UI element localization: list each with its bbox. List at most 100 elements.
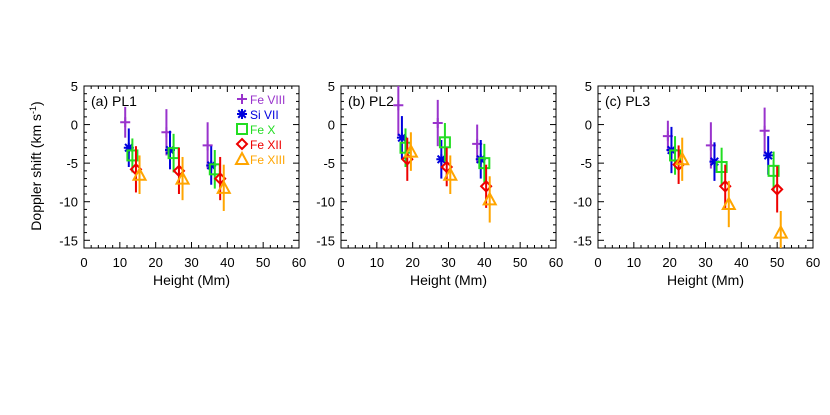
triangle-marker [442,166,458,181]
legend-item: Fe XIII [234,150,285,167]
data-point [482,191,498,206]
y-tick-label: -10 [59,195,78,210]
asterisk-marker [709,156,720,167]
data-point [120,117,131,128]
x-tick-label: 30 [698,255,712,270]
y-tick-label: 5 [328,79,335,94]
x-tick-label: 10 [113,255,127,270]
legend-label: Fe XIII [250,153,285,167]
data-point [475,154,486,165]
x-axis-label: Height (Mm) [153,272,230,288]
data-point [165,145,175,156]
y-axis-label-close: ) [28,101,44,106]
y-tick-label: -10 [316,195,335,210]
data-point [674,151,690,166]
data-point [715,161,728,173]
x-tick-label: 0 [337,255,344,270]
triangle-marker [174,170,191,185]
data-point [123,142,134,153]
data-point [174,170,191,185]
triangle-marker [216,179,232,194]
data-point [131,166,148,181]
legend-label: Si VII [250,108,279,122]
y-tick-label: -5 [66,156,78,171]
series-fe-viii [120,106,213,169]
legend-item: Fe XII [235,137,282,152]
y-tick-label: 0 [71,118,78,133]
triangle-marker [721,195,737,211]
legend-label: Fe X [250,123,275,137]
square-marker [715,161,728,173]
plot-frame [340,85,557,249]
square-marker [438,136,451,149]
x-tick-label: 20 [405,255,419,270]
y-tick-label: -15 [59,233,78,248]
data-point [721,195,737,211]
x-tick-label: 60 [806,255,820,270]
y-axis-label: Doppler shift (km s-1) [28,101,44,230]
data-point [767,164,780,177]
data-point [396,132,407,143]
legend-label: Fe XII [250,138,282,152]
square-marker [478,157,491,170]
asterisk-marker [763,150,774,161]
y-axis-label-superscript: -1 [28,106,38,114]
asterisk-marker [237,109,247,119]
x-tick-label: 50 [256,255,270,270]
y-tick-label: -5 [580,156,592,171]
panel-label: (b) PL2 [348,93,394,109]
data-point [759,125,770,136]
x-tick-label: 20 [662,255,676,270]
asterisk-marker [123,142,134,153]
triangle-marker [482,191,498,206]
x-tick-label: 10 [627,255,641,270]
data-point [438,136,451,149]
y-tick-label: 0 [328,118,335,133]
x-tick-label: 50 [513,255,527,270]
legend-item: Fe VIII [237,93,285,107]
x-tick-label: 30 [441,255,455,270]
x-tick-label: 20 [148,255,162,270]
x-tick-label: 10 [370,255,384,270]
y-tick-label: 0 [585,118,592,133]
y-tick-label: 5 [585,79,592,94]
triangle-marker [403,143,419,158]
plus-marker [237,94,247,104]
series-fe-xiii [674,137,789,248]
data-point [393,100,404,111]
triangle-marker [674,151,690,166]
square-marker [236,123,248,135]
plus-marker [393,100,404,111]
data-point [403,143,419,158]
x-tick-label: 40 [220,255,234,270]
x-tick-label: 0 [80,255,87,270]
asterisk-marker [165,145,175,156]
square-marker [126,149,139,162]
asterisk-marker [436,154,447,165]
x-tick-label: 50 [770,255,784,270]
asterisk-marker [396,132,407,143]
square-marker [767,164,780,177]
data-point [206,160,217,171]
data-point [763,150,774,161]
data-point [436,154,447,165]
data-point [202,140,213,151]
y-tick-label: -10 [573,195,592,210]
y-axis-label-main: Doppler shift (km s [28,114,44,231]
x-tick-label: 60 [549,255,563,270]
x-tick-label: 30 [184,255,198,270]
panel-label: (a) PL1 [91,93,137,109]
series-fe-xiii [131,155,232,211]
diamond-marker [770,182,784,196]
plus-marker [432,118,443,129]
data-point [478,157,491,170]
legend-label: Fe VIII [250,93,285,107]
x-axis-label: Height (Mm) [410,272,487,288]
data-point [216,179,232,194]
data-point [126,149,139,162]
y-tick-label: 5 [71,79,78,94]
